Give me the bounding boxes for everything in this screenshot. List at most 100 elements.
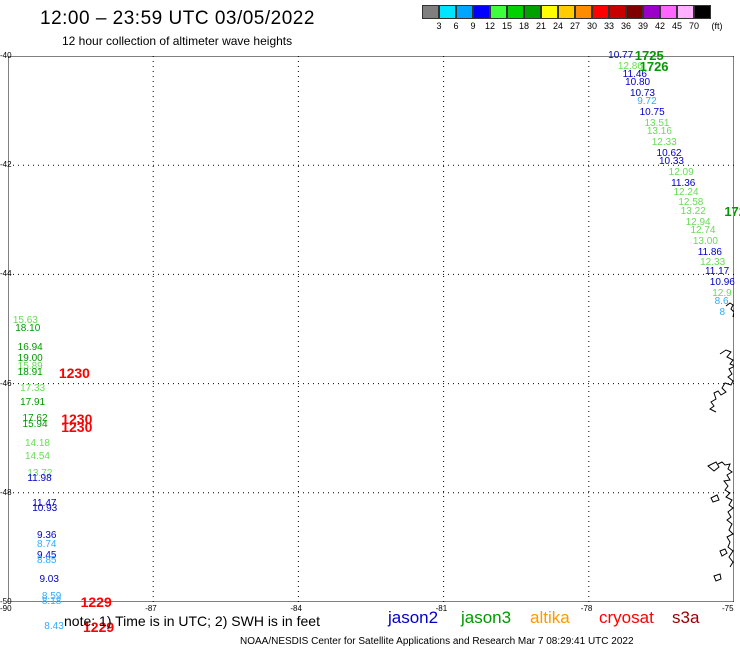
- color-scale-swatch: [507, 5, 524, 19]
- latitude-label: -42: [0, 160, 12, 170]
- map-frame: [8, 56, 734, 602]
- color-scale-tick-label: 70: [688, 21, 699, 31]
- wave-height-value: 10.93: [32, 503, 58, 515]
- wave-height-value: 8.74: [37, 538, 57, 550]
- legend-s3a: s3a: [672, 608, 700, 627]
- wave-height-value: 11.17: [704, 265, 730, 277]
- color-scale-tick-label: 9: [470, 21, 476, 31]
- wave-height-value: 12.33: [700, 257, 726, 269]
- note-text: note: 1) Time is in UTC; 2) SWH is in fe…: [64, 613, 320, 629]
- wave-height-value: 14.54: [24, 451, 50, 463]
- wave-height-value: 12.33: [651, 137, 677, 149]
- wave-height-value: 12.74: [690, 224, 716, 236]
- latitude-label: -46: [0, 378, 12, 388]
- wave-height-value: 8.18: [41, 596, 62, 607]
- color-scale-swatch: [677, 5, 694, 19]
- wave-height-value: 10.77: [608, 50, 634, 61]
- color-scale-swatch: [558, 5, 575, 19]
- map-title: 12:00 – 23:59 UTC 03/05/2022: [40, 8, 315, 29]
- color-scale-swatch: [422, 5, 439, 19]
- map-subtitle: 12 hour collection of altimeter wave hei…: [62, 34, 293, 48]
- legend-cryosat: cryosat: [599, 608, 654, 627]
- color-scale-tick-label: 45: [671, 21, 682, 31]
- wave-height-value: 13.22: [680, 205, 706, 217]
- color-scale-tick-label: 6: [453, 21, 459, 31]
- wave-height-value: 8.43: [44, 620, 64, 632]
- coastline-outline: [709, 302, 734, 568]
- pass-time-label: 1726: [639, 58, 669, 74]
- color-scale-swatch: [643, 5, 660, 19]
- pass-time-label: 1727: [724, 203, 740, 219]
- pass-time-label: 1229: [80, 594, 112, 610]
- wave-height-value: 13.16: [646, 126, 672, 138]
- color-scale-swatch: [541, 5, 558, 19]
- wave-height-value: 10.73: [629, 88, 655, 100]
- color-scale-tick-label: 12: [484, 21, 495, 31]
- color-scale-tick-label: 15: [501, 21, 512, 31]
- coastline: [707, 302, 734, 582]
- color-scale-tick-label: 18: [518, 21, 529, 31]
- color-scale-tick-label: 33: [603, 21, 614, 31]
- wave-height-value: 12.94: [685, 216, 711, 228]
- pass-time-label: 1230: [61, 411, 93, 428]
- wave-height-value: 8: [719, 306, 726, 318]
- color-scale-tick-label: 30: [586, 21, 597, 31]
- color-scale-swatch: [456, 5, 473, 19]
- wave-height-value: 19.00: [17, 353, 43, 365]
- color-scale-swatch: [490, 5, 507, 19]
- longitude-label: -90: [0, 604, 12, 613]
- wave-height-value: 17.91: [20, 396, 46, 408]
- color-scale-swatch: [609, 5, 626, 19]
- pass-time-label: 1230: [61, 419, 93, 436]
- color-scale-tick-label: 24: [552, 21, 563, 31]
- wave-height-value: 9.36: [37, 530, 57, 542]
- longitude-label: -81: [435, 604, 448, 613]
- latitude-label: -44: [0, 269, 12, 279]
- color-scale-tick-label: 42: [654, 21, 665, 31]
- color-scale-tick-label: 21: [535, 21, 546, 31]
- color-scale-swatch: [694, 5, 711, 19]
- wave-height-value: 11.46: [622, 69, 647, 81]
- wave-height-value: 12.24: [673, 186, 699, 198]
- map-plot-area: [8, 56, 734, 602]
- pass-time-label: 1725: [634, 48, 664, 63]
- graticule-lines: [8, 56, 734, 602]
- latitude-label: -48: [0, 487, 12, 497]
- legend-jason2: jason2: [388, 608, 439, 627]
- wave-height-value: 14.18: [24, 437, 50, 449]
- wave-height-value: 15.89: [17, 361, 43, 373]
- wave-height-value: 10.80: [625, 77, 651, 89]
- longitude-label: -78: [580, 604, 593, 613]
- wave-height-value: 10.33: [658, 156, 684, 168]
- latitude-label: -50: [0, 597, 12, 606]
- longitude-label: -84: [290, 604, 302, 613]
- wave-height-value: 18.10: [15, 323, 41, 334]
- wave-height-value: 10.75: [639, 107, 665, 119]
- wave-height-value: 13.72: [27, 467, 53, 479]
- wave-height-value: 13.51: [644, 118, 670, 130]
- color-scale-tick-label: 27: [569, 21, 580, 31]
- wave-height-value: 12.09: [668, 167, 694, 179]
- wave-height-value: 9.03: [39, 574, 59, 586]
- color-scale-swatch: [575, 5, 592, 19]
- wave-height-value: 10.96: [709, 276, 735, 288]
- wave-height-value: 13.00: [692, 235, 718, 247]
- color-scale-swatch: [473, 5, 490, 19]
- color-scale-swatch: [592, 5, 609, 19]
- wave-height-value: 17.62: [22, 413, 48, 425]
- wave-height-value: 12.58: [678, 197, 704, 209]
- legend-altika: altika: [530, 608, 570, 627]
- wave-height-value: 8.85: [37, 555, 57, 567]
- wave-height-value: 11.98: [27, 473, 52, 485]
- color-scale-swatch: [660, 5, 677, 19]
- color-scale-swatch: [439, 5, 456, 19]
- legend-jason3: jason3: [461, 608, 512, 627]
- wave-height-value: 8.59: [41, 590, 62, 602]
- footer-credit: NOAA/NESDIS Center for Satellite Applica…: [240, 636, 634, 647]
- wave-height-value: 18.91: [17, 366, 43, 378]
- wave-height-value: 9.45: [37, 549, 57, 561]
- color-scale-swatch: [524, 5, 541, 19]
- coastline-islands: [707, 461, 728, 582]
- wave-height-value: 11.47: [32, 497, 57, 509]
- color-scale-swatch: [626, 5, 643, 19]
